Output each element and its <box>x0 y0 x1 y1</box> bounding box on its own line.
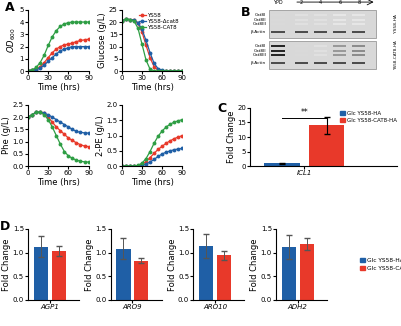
Text: C: C <box>218 102 227 115</box>
Text: A: A <box>5 1 15 14</box>
Bar <box>271 50 285 52</box>
Bar <box>295 31 308 33</box>
Y-axis label: Phe (g/L): Phe (g/L) <box>2 117 11 155</box>
Bar <box>352 23 365 25</box>
Bar <box>333 45 346 47</box>
Text: Cat8II: Cat8II <box>253 49 266 52</box>
Bar <box>314 14 327 16</box>
Bar <box>295 45 308 47</box>
Bar <box>52 251 66 300</box>
Y-axis label: 2-PE (g/L): 2-PE (g/L) <box>96 115 105 156</box>
Bar <box>352 14 365 16</box>
Text: Cat8II: Cat8II <box>253 18 266 22</box>
Y-axis label: Glucose (g/L): Glucose (g/L) <box>98 13 107 68</box>
Text: YS58-CAT8-HA: YS58-CAT8-HA <box>394 40 398 70</box>
Bar <box>271 19 285 21</box>
Bar <box>314 45 327 47</box>
Bar <box>300 244 314 300</box>
Text: 6: 6 <box>338 0 341 5</box>
Bar <box>264 163 300 166</box>
Bar <box>271 62 285 64</box>
X-axis label: Time (hrs): Time (hrs) <box>37 83 80 92</box>
Bar <box>295 19 308 21</box>
Bar <box>271 31 285 33</box>
Bar <box>314 54 327 56</box>
Bar <box>333 62 346 64</box>
Legend: YS58, YS58-Δcat8, YS58-CAT8: YS58, YS58-Δcat8, YS58-CAT8 <box>138 13 180 31</box>
Bar <box>199 246 213 300</box>
Text: B: B <box>241 6 251 19</box>
Bar <box>314 50 327 52</box>
Bar <box>295 62 308 64</box>
Bar <box>333 50 346 52</box>
Y-axis label: Fold Change: Fold Change <box>227 111 235 163</box>
Bar <box>295 23 308 25</box>
Text: 2: 2 <box>300 0 303 5</box>
Bar <box>333 31 346 33</box>
Bar <box>295 50 308 52</box>
Bar <box>116 249 130 300</box>
Legend: Glc YS58-HA, Glc YS58-CAT8-HA: Glc YS58-HA, Glc YS58-CAT8-HA <box>339 111 397 123</box>
Text: Cat8III: Cat8III <box>252 22 266 26</box>
Bar <box>352 50 365 52</box>
Bar <box>269 10 377 38</box>
Bar <box>333 14 346 16</box>
Bar <box>295 14 308 16</box>
X-axis label: Time (hrs): Time (hrs) <box>131 83 174 92</box>
Y-axis label: Fold Change: Fold Change <box>2 238 11 290</box>
Text: Cat8I: Cat8I <box>255 44 266 48</box>
Bar <box>295 54 308 56</box>
Text: D: D <box>0 220 10 233</box>
Text: β-Actin: β-Actin <box>251 61 266 65</box>
Text: YS58-HA: YS58-HA <box>394 14 398 33</box>
Bar <box>309 125 344 166</box>
Text: YPD: YPD <box>273 0 283 5</box>
Bar <box>333 19 346 21</box>
Bar <box>134 260 148 300</box>
Bar <box>352 19 365 21</box>
Text: Cat8I: Cat8I <box>255 13 266 17</box>
Bar <box>352 45 365 47</box>
Bar <box>352 31 365 33</box>
Text: 4: 4 <box>319 0 322 5</box>
Bar <box>34 247 48 300</box>
Bar <box>314 19 327 21</box>
Bar <box>333 54 346 56</box>
Y-axis label: Fold Change: Fold Change <box>168 238 176 290</box>
Bar <box>352 54 365 56</box>
Text: 8: 8 <box>357 0 360 5</box>
Bar <box>269 41 377 69</box>
Bar <box>333 23 346 25</box>
X-axis label: Time (hrs): Time (hrs) <box>131 178 174 187</box>
Bar <box>271 54 285 56</box>
Text: Cat8III: Cat8III <box>252 53 266 57</box>
Text: β-Actin: β-Actin <box>251 30 266 34</box>
Text: **: ** <box>300 108 308 117</box>
Bar <box>314 31 327 33</box>
Bar <box>314 23 327 25</box>
Bar <box>271 23 285 25</box>
Bar <box>352 62 365 64</box>
Legend: Glc YS58-HA, Glc YS58-CAT8-HA: Glc YS58-HA, Glc YS58-CAT8-HA <box>360 258 401 271</box>
Bar <box>282 247 296 300</box>
Y-axis label: Fold Change: Fold Change <box>85 238 94 290</box>
Bar <box>271 14 285 16</box>
X-axis label: Time (hrs): Time (hrs) <box>37 178 80 187</box>
Y-axis label: $OD_{600}$: $OD_{600}$ <box>6 28 18 53</box>
Y-axis label: Fold Change: Fold Change <box>250 238 259 290</box>
Bar <box>314 62 327 64</box>
Bar <box>217 255 231 300</box>
Bar <box>271 45 285 47</box>
